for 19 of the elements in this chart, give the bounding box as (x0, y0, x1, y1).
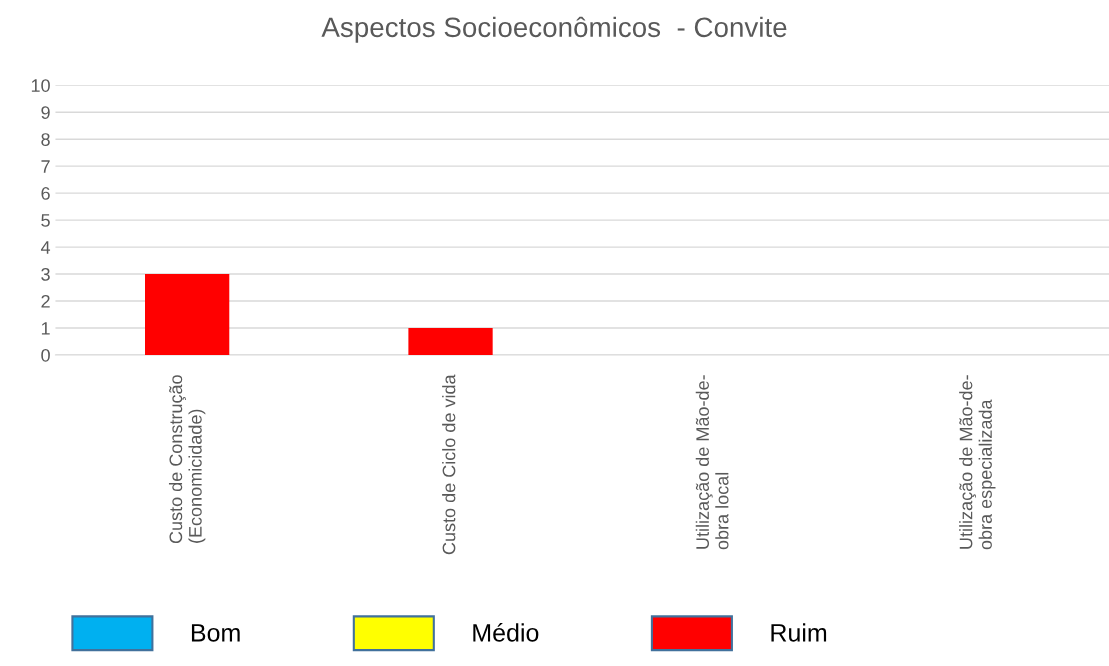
legend-label: Ruim (771, 623, 827, 642)
y-tick-label: 10 (31, 79, 50, 92)
y-tick-label: 7 (41, 160, 50, 173)
chart-title: Aspectos Socioeconômicos - Convite (321, 16, 787, 43)
x-tick-label: Custo de Ciclo de vida (442, 374, 456, 555)
y-tick-label: 4 (40, 241, 51, 254)
y-tick-label: 6 (41, 187, 50, 200)
legend-label: Bom (191, 624, 240, 642)
y-tick-label: 0 (41, 348, 50, 362)
legend-label: Médio (473, 623, 539, 642)
y-tick-label: 1 (41, 322, 50, 335)
x-tick-label: Utilização de Mão-de- obra especializada (959, 375, 996, 550)
y-tick-label: 9 (41, 106, 50, 119)
y-tick-label: 8 (41, 133, 50, 146)
y-tick-label: 5 (41, 214, 50, 227)
x-tick-label: Utilização de Mão-de- obra local (695, 375, 729, 550)
x-tick-label: Custo de Construção (Economicidade) (168, 375, 206, 544)
y-tick-label: 2 (41, 294, 50, 308)
y-tick-label: 3 (41, 267, 50, 281)
